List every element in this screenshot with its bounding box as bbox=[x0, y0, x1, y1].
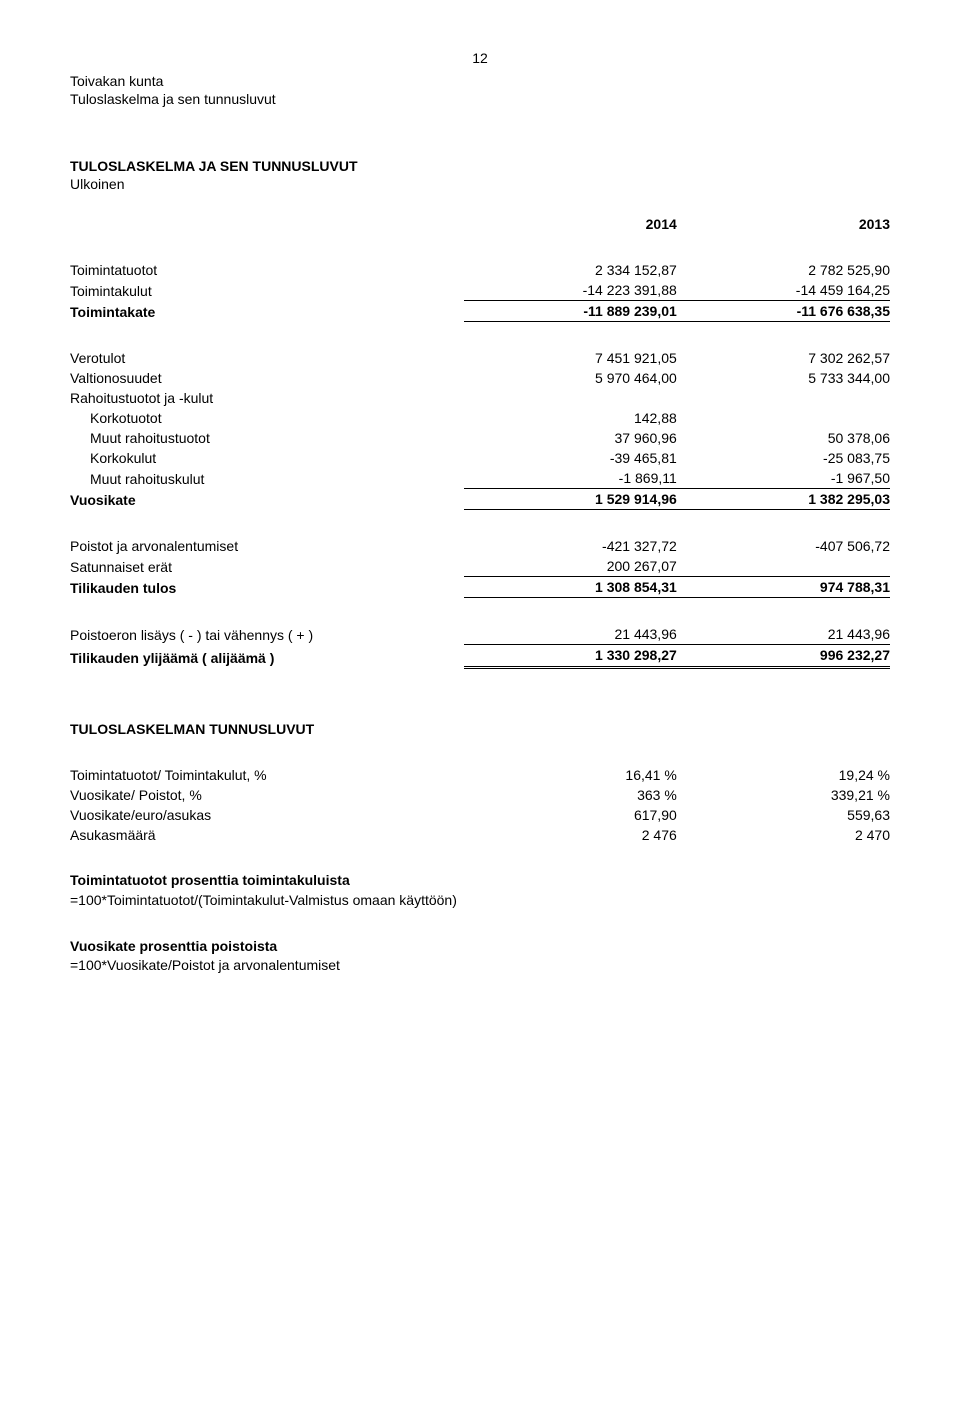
row-value: 7 302 262,57 bbox=[677, 348, 890, 368]
table-row: Toimintatuotot/ Toimintakulut, % 16,41 %… bbox=[70, 765, 890, 785]
table-row-subtotal: Tilikauden tulos 1 308 854,31 974 788,31 bbox=[70, 577, 890, 598]
row-label: Verotulot bbox=[70, 348, 464, 368]
header-line2: Tuloslaskelma ja sen tunnusluvut bbox=[70, 90, 890, 108]
formula-expression: =100*Toimintatuotot/(Toimintakulut-Valmi… bbox=[70, 891, 890, 911]
row-value: 21 443,96 bbox=[464, 624, 677, 645]
row-label: Toimintatuotot bbox=[70, 260, 464, 280]
row-value: 142,88 bbox=[464, 408, 677, 428]
table-row: Muut rahoitustuotot 37 960,96 50 378,06 bbox=[70, 428, 890, 448]
table-row: Muut rahoituskulut -1 869,11 -1 967,50 bbox=[70, 468, 890, 489]
row-label: Tilikauden tulos bbox=[70, 577, 464, 598]
row-label: Toimintatuotot/ Toimintakulut, % bbox=[70, 765, 464, 785]
row-value: 1 382 295,03 bbox=[677, 489, 890, 510]
row-value: 37 960,96 bbox=[464, 428, 677, 448]
row-value: -39 465,81 bbox=[464, 448, 677, 468]
row-value: -25 083,75 bbox=[677, 448, 890, 468]
row-label: Korkokulut bbox=[70, 448, 464, 468]
table-row: Poistot ja arvonalentumiset -421 327,72 … bbox=[70, 536, 890, 556]
row-value: 363 % bbox=[464, 785, 677, 805]
row-label: Muut rahoituskulut bbox=[70, 468, 464, 489]
row-label: Satunnaiset erät bbox=[70, 556, 464, 577]
row-value: -421 327,72 bbox=[464, 536, 677, 556]
formula-block-2: Vuosikate prosenttia poistoista =100*Vuo… bbox=[70, 937, 890, 976]
row-label: Asukasmäärä bbox=[70, 825, 464, 845]
table-row: Toimintatuotot 2 334 152,87 2 782 525,90 bbox=[70, 260, 890, 280]
row-label: Muut rahoitustuotot bbox=[70, 428, 464, 448]
row-value: 339,21 % bbox=[677, 785, 890, 805]
row-value: 617,90 bbox=[464, 805, 677, 825]
row-label: Korkotuotot bbox=[70, 408, 464, 428]
table-row: Asukasmäärä 2 476 2 470 bbox=[70, 825, 890, 845]
table-row: Vuosikate/ Poistot, % 363 % 339,21 % bbox=[70, 785, 890, 805]
income-statement-table: 2014 2013 Toimintatuotot 2 334 152,87 2 … bbox=[70, 214, 890, 845]
row-label: Rahoitustuotot ja -kulut bbox=[70, 388, 464, 408]
row-value: 996 232,27 bbox=[677, 645, 890, 668]
row-value: -1 967,50 bbox=[677, 468, 890, 489]
row-value: 50 378,06 bbox=[677, 428, 890, 448]
row-label: Vuosikate/euro/asukas bbox=[70, 805, 464, 825]
section-subtitle: Ulkoinen bbox=[70, 176, 890, 192]
year-2: 2013 bbox=[677, 214, 890, 234]
row-label: Toimintakulut bbox=[70, 280, 464, 301]
table-row: Valtionosuudet 5 970 464,00 5 733 344,00 bbox=[70, 368, 890, 388]
row-label: Poistot ja arvonalentumiset bbox=[70, 536, 464, 556]
row-value: -11 889 239,01 bbox=[464, 301, 677, 322]
year-header-row: 2014 2013 bbox=[70, 214, 890, 234]
row-value: 1 308 854,31 bbox=[464, 577, 677, 598]
row-value: 2 476 bbox=[464, 825, 677, 845]
row-value: 19,24 % bbox=[677, 765, 890, 785]
year-1: 2014 bbox=[464, 214, 677, 234]
row-value: 559,63 bbox=[677, 805, 890, 825]
header-line1: Toivakan kunta bbox=[70, 72, 890, 90]
doc-header: Toivakan kunta Tuloslaskelma ja sen tunn… bbox=[70, 72, 890, 108]
row-value bbox=[677, 556, 890, 577]
table-row: Toimintakulut -14 223 391,88 -14 459 164… bbox=[70, 280, 890, 301]
row-value: -11 676 638,35 bbox=[677, 301, 890, 322]
row-value: 974 788,31 bbox=[677, 577, 890, 598]
table-row: Korkokulut -39 465,81 -25 083,75 bbox=[70, 448, 890, 468]
row-value: 21 443,96 bbox=[677, 624, 890, 645]
row-value: 16,41 % bbox=[464, 765, 677, 785]
table-row: Poistoeron lisäys ( - ) tai vähennys ( +… bbox=[70, 624, 890, 645]
formula-title: Vuosikate prosenttia poistoista bbox=[70, 937, 890, 957]
table-row: Vuosikate/euro/asukas 617,90 559,63 bbox=[70, 805, 890, 825]
row-value: 2 334 152,87 bbox=[464, 260, 677, 280]
row-value: 200 267,07 bbox=[464, 556, 677, 577]
section-title: TULOSLASKELMA JA SEN TUNNUSLUVUT bbox=[70, 158, 890, 174]
row-label: Toimintakate bbox=[70, 301, 464, 322]
row-value: 2 470 bbox=[677, 825, 890, 845]
tunnusluvut-title-row: TULOSLASKELMAN TUNNUSLUVUT bbox=[70, 719, 890, 739]
table-row-subtotal: Toimintakate -11 889 239,01 -11 676 638,… bbox=[70, 301, 890, 322]
row-label: Poistoeron lisäys ( - ) tai vähennys ( +… bbox=[70, 624, 464, 645]
row-label: Vuosikate/ Poistot, % bbox=[70, 785, 464, 805]
table-row-total: Tilikauden ylijäämä ( alijäämä ) 1 330 2… bbox=[70, 645, 890, 668]
formula-title: Toimintatuotot prosenttia toimintakuluis… bbox=[70, 871, 890, 891]
row-value: -14 223 391,88 bbox=[464, 280, 677, 301]
row-value: 1 529 914,96 bbox=[464, 489, 677, 510]
formula-expression: =100*Vuosikate/Poistot ja arvonalentumis… bbox=[70, 956, 890, 976]
table-row: Korkotuotot 142,88 bbox=[70, 408, 890, 428]
table-row-subtotal: Vuosikate 1 529 914,96 1 382 295,03 bbox=[70, 489, 890, 510]
table-row: Satunnaiset erät 200 267,07 bbox=[70, 556, 890, 577]
row-label: Tilikauden ylijäämä ( alijäämä ) bbox=[70, 645, 464, 668]
row-value: -14 459 164,25 bbox=[677, 280, 890, 301]
page-number: 12 bbox=[70, 50, 890, 66]
tunnusluvut-title: TULOSLASKELMAN TUNNUSLUVUT bbox=[70, 719, 890, 739]
table-row: Verotulot 7 451 921,05 7 302 262,57 bbox=[70, 348, 890, 368]
row-label: Valtionosuudet bbox=[70, 368, 464, 388]
table-row: Rahoitustuotot ja -kulut bbox=[70, 388, 890, 408]
row-value: 7 451 921,05 bbox=[464, 348, 677, 368]
row-value bbox=[677, 408, 890, 428]
row-value: -1 869,11 bbox=[464, 468, 677, 489]
row-label: Vuosikate bbox=[70, 489, 464, 510]
row-value: 1 330 298,27 bbox=[464, 645, 677, 668]
formula-block-1: Toimintatuotot prosenttia toimintakuluis… bbox=[70, 871, 890, 910]
row-value: 2 782 525,90 bbox=[677, 260, 890, 280]
row-value: -407 506,72 bbox=[677, 536, 890, 556]
row-value: 5 970 464,00 bbox=[464, 368, 677, 388]
row-value: 5 733 344,00 bbox=[677, 368, 890, 388]
